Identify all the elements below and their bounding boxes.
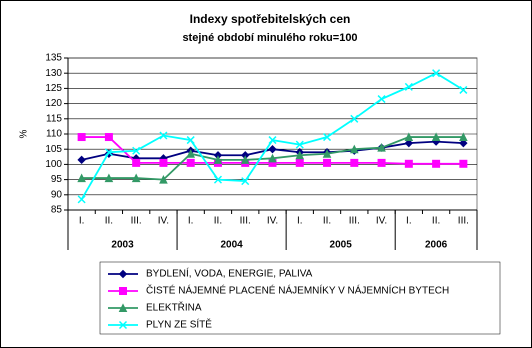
y-tick-label: 135 (45, 53, 62, 64)
legend-label: ELEKTŘINA (146, 301, 202, 314)
marker (104, 133, 113, 142)
marker (186, 158, 195, 167)
marker (377, 95, 386, 104)
marker (132, 158, 141, 167)
marker (77, 155, 86, 165)
legend-box (99, 261, 501, 335)
marker (159, 131, 168, 140)
marker (186, 149, 196, 158)
legend-marker (118, 269, 128, 279)
marker (459, 159, 468, 168)
marker (77, 173, 86, 183)
x-tick-label: II. (214, 216, 222, 227)
x-tick-label: I. (188, 216, 194, 227)
marker (295, 150, 305, 160)
x-tick-label: III. (458, 216, 469, 227)
marker (404, 82, 413, 91)
y-tick-label: 105 (45, 144, 62, 155)
x-tick-label: I. (297, 216, 303, 227)
group-label: 2004 (220, 240, 243, 251)
x-tick-label: IV. (267, 216, 278, 227)
marker (240, 155, 250, 164)
marker (268, 136, 277, 145)
marker (404, 138, 414, 148)
legend-label: ČISTÉ NÁJEMNÉ PLACENÉ NÁJEMNÍKY V NÁJEMN… (146, 284, 449, 297)
x-tick-label: II. (432, 216, 440, 227)
marker (459, 138, 468, 148)
x-tick-label: I. (79, 216, 85, 227)
group-label: 2005 (330, 240, 353, 251)
marker (186, 136, 195, 145)
marker (77, 195, 86, 204)
marker (350, 114, 359, 123)
marker (241, 177, 250, 186)
group-label: 2003 (111, 240, 134, 251)
marker (104, 148, 113, 157)
marker (349, 144, 359, 154)
y-tick-label: 85 (51, 205, 63, 216)
legend-marker (118, 320, 128, 330)
marker (350, 158, 359, 167)
marker (377, 158, 386, 167)
marker (431, 132, 441, 142)
x-tick-label: II. (323, 216, 331, 227)
marker (432, 159, 441, 168)
y-tick-label: 100 (45, 159, 62, 170)
x-tick-label: IV. (376, 216, 387, 227)
y-tick-label: 115 (46, 113, 62, 124)
marker (268, 153, 277, 163)
y-tick-label: 90 (51, 189, 63, 200)
legend-marker (118, 303, 128, 312)
marker (131, 173, 141, 183)
marker (377, 143, 386, 152)
marker (322, 149, 332, 158)
chart-subtitle: stejné období minulého roku=100 (182, 32, 357, 44)
legend-marker (119, 287, 127, 295)
marker (159, 158, 168, 167)
marker (104, 173, 114, 183)
marker (459, 85, 468, 94)
marker (404, 159, 413, 168)
marker (295, 158, 304, 167)
y-tick-label: 95 (51, 174, 63, 185)
marker (404, 132, 414, 142)
marker (323, 133, 332, 142)
y-tick-label: 120 (45, 98, 62, 109)
x-tick-label: IV. (158, 216, 169, 227)
marker (132, 146, 141, 155)
x-tick-label: III. (349, 216, 360, 227)
marker (459, 132, 468, 142)
legend-label: PLYN ZE SÍTĚ (146, 318, 212, 331)
chart-title: Indexy spotřebitelských cen (190, 12, 351, 26)
y-tick-label: 125 (45, 83, 62, 94)
marker (295, 140, 304, 149)
marker (213, 175, 222, 184)
group-label: 2006 (425, 240, 448, 251)
legend-label: BYDLENÍ, VODA, ENERGIE, PALIVA (146, 267, 313, 280)
marker (159, 174, 168, 184)
y-tick-label: 110 (46, 129, 62, 140)
y-tick-label: 130 (45, 68, 62, 79)
marker (77, 133, 86, 142)
y-axis-label: % (19, 129, 30, 138)
marker (323, 158, 332, 167)
marker (432, 69, 441, 78)
x-tick-label: I. (406, 216, 412, 227)
x-tick-label: III. (240, 216, 251, 227)
x-tick-label: II. (105, 216, 113, 227)
x-tick-label: III. (131, 216, 142, 227)
marker (268, 144, 277, 154)
marker (213, 155, 223, 164)
